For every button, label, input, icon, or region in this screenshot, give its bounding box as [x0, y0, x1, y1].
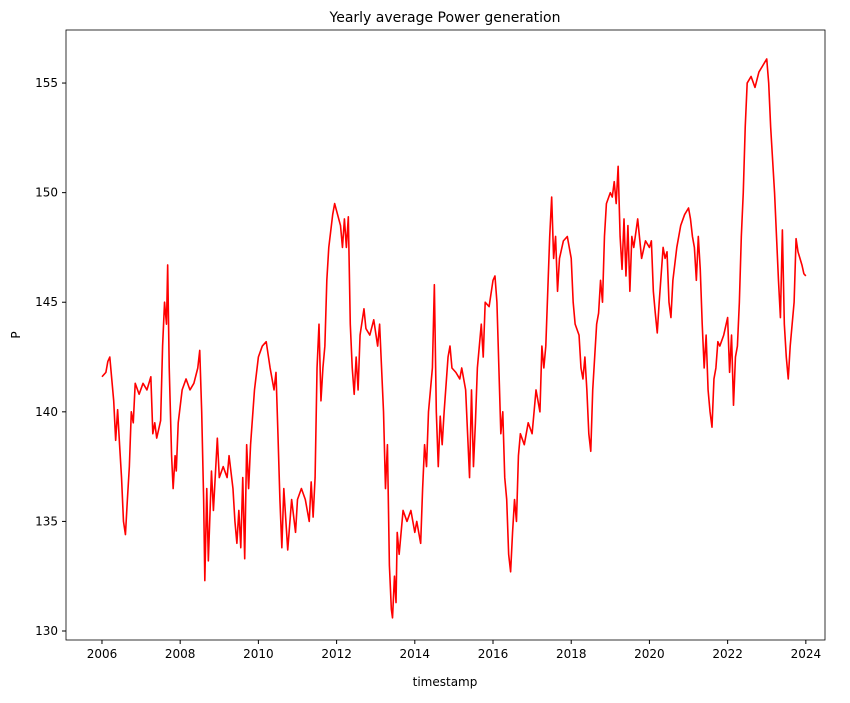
x-tick-label: 2014: [400, 647, 431, 661]
x-tick-label: 2020: [634, 647, 665, 661]
x-tick-label: 2016: [478, 647, 509, 661]
x-tick-label: 2010: [243, 647, 274, 661]
y-tick-label: 155: [35, 76, 58, 90]
x-tick-label: 2018: [556, 647, 587, 661]
y-tick-label: 130: [35, 624, 58, 638]
plot-frame: [65, 29, 826, 641]
y-tick-label: 145: [35, 295, 58, 309]
chart-title: Yearly average Power generation: [329, 10, 561, 26]
data-line: [101, 58, 807, 619]
x-tick-label: 2024: [791, 647, 822, 661]
x-axis-label: timestamp: [413, 675, 478, 689]
x-tick-label: 2008: [165, 647, 196, 661]
x-tick-label: 2022: [712, 647, 743, 661]
x-tick-label: 2012: [321, 647, 352, 661]
y-axis-label: P: [9, 331, 23, 338]
y-tick-label: 135: [35, 514, 58, 528]
y-tick-label: 150: [35, 186, 58, 200]
y-tick-label: 140: [35, 405, 58, 419]
x-tick-label: 2006: [87, 647, 118, 661]
